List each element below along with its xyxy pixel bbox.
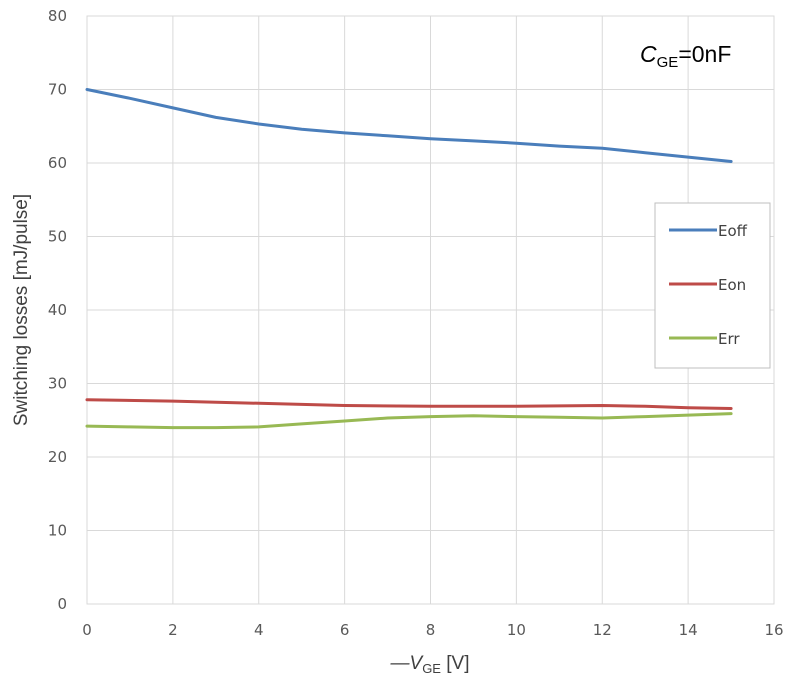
legend-label-err: Err bbox=[718, 330, 740, 348]
x-tick-label: 12 bbox=[593, 621, 612, 639]
legend: Eoff Eon Err bbox=[654, 202, 771, 369]
annotation-suffix: =0nF bbox=[678, 41, 731, 67]
x-tick-label: 14 bbox=[679, 621, 698, 639]
y-tick-label: 0 bbox=[57, 595, 67, 613]
y-tick-label: 40 bbox=[48, 301, 67, 319]
y-tick-label: 60 bbox=[48, 154, 67, 172]
plot-area-border bbox=[86, 15, 775, 605]
x-axis-label-prefix: —V bbox=[390, 653, 425, 674]
x-tick-label: 8 bbox=[426, 621, 436, 639]
x-tick-label: 6 bbox=[340, 621, 350, 639]
x-tick-label: 0 bbox=[82, 621, 92, 639]
legend-label-eon: Eon bbox=[718, 276, 746, 294]
x-axis-label: —VGE [V] bbox=[390, 653, 470, 676]
y-tick-labels: 0 10 20 30 40 50 60 70 80 bbox=[48, 7, 67, 613]
y-axis-label: Switching losses [mJ/pulse] bbox=[11, 194, 32, 426]
x-tick-labels: 0 2 4 6 8 10 12 14 16 bbox=[82, 621, 783, 639]
legend-label-eoff: Eoff bbox=[718, 222, 748, 240]
y-tick-label: 70 bbox=[48, 81, 67, 99]
x-axis-label-subscript: GE bbox=[422, 661, 441, 676]
annotation-prefix: C bbox=[640, 41, 657, 67]
x-axis-label-suffix: [V] bbox=[441, 653, 470, 674]
annotation-subscript: GE bbox=[657, 54, 679, 71]
series-line-err bbox=[85, 412, 733, 430]
series-line-eoff bbox=[85, 88, 733, 163]
x-tick-label: 4 bbox=[254, 621, 264, 639]
x-tick-label: 16 bbox=[764, 621, 783, 639]
y-tick-label: 10 bbox=[48, 522, 67, 540]
series-line-eon bbox=[85, 398, 733, 410]
x-tick-label: 2 bbox=[168, 621, 178, 639]
capacitance-annotation: CGE=0nF bbox=[640, 41, 731, 71]
y-tick-label: 20 bbox=[48, 448, 67, 466]
y-tick-label: 30 bbox=[48, 375, 67, 393]
x-tick-label: 10 bbox=[507, 621, 526, 639]
y-tick-label: 80 bbox=[48, 7, 67, 25]
series-lines bbox=[85, 88, 733, 430]
y-tick-label: 50 bbox=[48, 228, 67, 246]
